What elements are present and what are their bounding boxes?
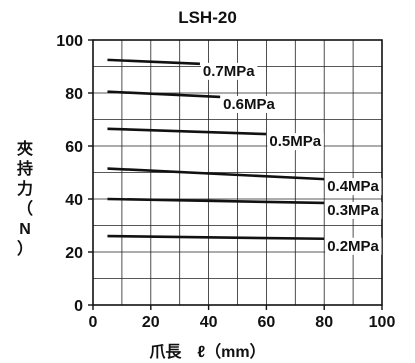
series-line [107, 167, 325, 181]
x-tick-label: 20 [142, 314, 160, 331]
y-axis-label-char: 夾 [16, 141, 33, 158]
series-line [107, 197, 325, 205]
series-label: 0.6MPa [223, 96, 275, 113]
series-label: 0.4MPa [327, 178, 379, 195]
y-axis-label-char: 持 [16, 161, 33, 178]
y-axis-label-char: ） [16, 241, 33, 258]
y-tick-label: 60 [65, 139, 83, 156]
series-line [107, 90, 221, 99]
series-label-background [267, 133, 324, 151]
x-axis-label: 爪長 ℓ（mm） [149, 344, 266, 361]
x-tick-label: 80 [315, 314, 333, 331]
series-label-background [325, 178, 382, 196]
x-tick-label: 0 [89, 314, 98, 331]
series-line [107, 127, 267, 136]
y-axis-label-char: 力 [16, 181, 33, 198]
y-tick-label: 20 [65, 245, 83, 262]
y-tick-label: 80 [65, 86, 83, 103]
series-label: 0.5MPa [269, 133, 321, 150]
series-label-background [200, 62, 258, 80]
x-tick-label: 100 [369, 314, 396, 331]
x-tick-label: 60 [258, 314, 276, 331]
y-axis-label: 夾 持 力 （ N ） [14, 140, 36, 260]
series-label: 0.2MPa [327, 238, 379, 255]
y-axis-label-char: （ [16, 201, 33, 218]
series-line [107, 58, 200, 66]
y-tick-label: 100 [56, 33, 83, 50]
y-tick-label: 0 [74, 298, 83, 315]
series-label-background [325, 201, 382, 219]
plot-frame [92, 39, 383, 306]
series-line [107, 234, 325, 241]
y-tick-label: 40 [65, 192, 83, 209]
y-axis-label-char: N [19, 221, 31, 238]
series-label: 0.3MPa [327, 202, 379, 219]
series-label-background [325, 237, 382, 255]
chart-title: LSH-20 [178, 8, 237, 27]
series-label-background [221, 95, 278, 113]
x-tick-label: 40 [200, 314, 218, 331]
series-label: 0.7MPa [203, 63, 255, 80]
